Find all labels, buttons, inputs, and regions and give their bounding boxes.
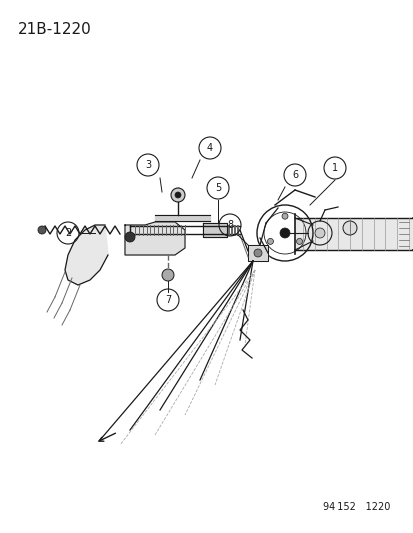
Text: 1: 1: [331, 163, 337, 173]
Circle shape: [342, 221, 356, 235]
Polygon shape: [125, 222, 185, 255]
Circle shape: [38, 226, 46, 234]
Circle shape: [161, 269, 173, 281]
Circle shape: [125, 232, 135, 242]
Circle shape: [314, 228, 324, 238]
Text: 6: 6: [291, 170, 297, 180]
Polygon shape: [65, 225, 108, 285]
Circle shape: [175, 192, 180, 198]
Text: 4: 4: [206, 143, 213, 153]
Text: 7: 7: [164, 295, 171, 305]
Text: 8: 8: [226, 220, 233, 230]
Text: 5: 5: [214, 183, 221, 193]
Text: 21B-1220: 21B-1220: [18, 22, 92, 37]
Circle shape: [267, 238, 273, 245]
Circle shape: [279, 228, 289, 238]
Circle shape: [171, 188, 185, 202]
Circle shape: [296, 238, 302, 245]
Text: 94 152  1220: 94 152 1220: [322, 502, 389, 512]
Text: 3: 3: [145, 160, 151, 170]
Circle shape: [254, 249, 261, 257]
Circle shape: [281, 213, 287, 219]
Text: 2: 2: [65, 228, 71, 238]
